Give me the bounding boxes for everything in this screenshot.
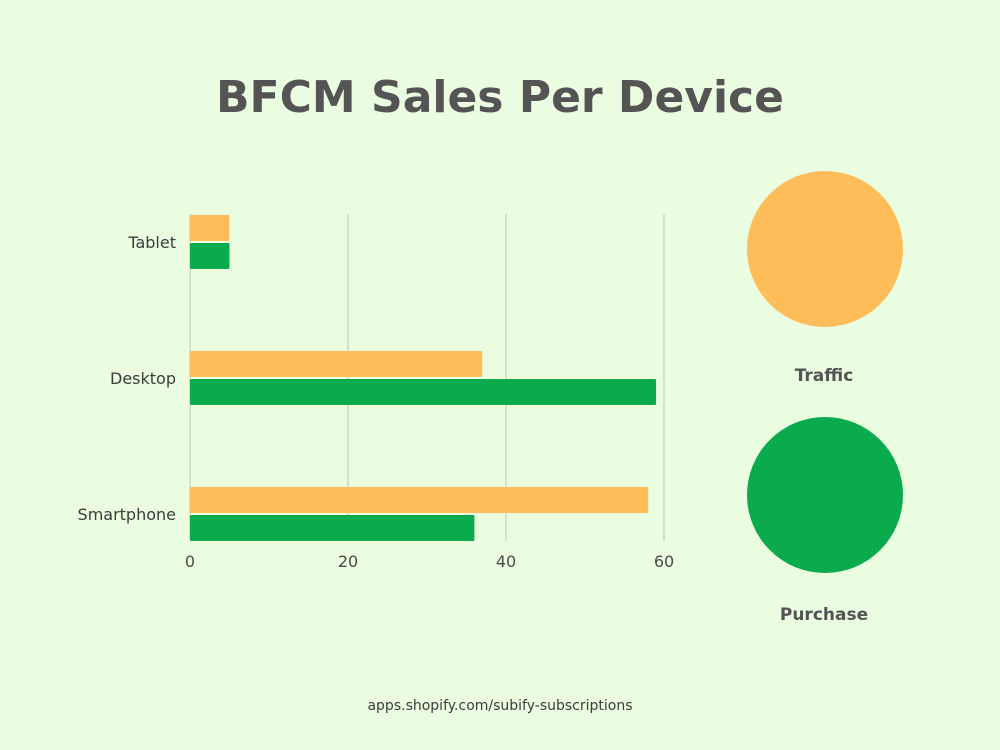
- bar-traffic: [190, 351, 483, 377]
- footer-url: apps.shopify.com/subify-subscriptions: [367, 698, 633, 714]
- bar-traffic: [190, 487, 649, 513]
- category-label: Tablet: [127, 233, 176, 252]
- legend-label-purchase: Purchase: [779, 605, 869, 625]
- legend-label-traffic: Traffic: [794, 366, 854, 386]
- chart-title: BFCM Sales Per Device: [216, 72, 784, 123]
- x-tick-label: 60: [654, 552, 674, 571]
- x-tick-label: 0: [185, 552, 195, 571]
- legend-swatch-traffic: [747, 171, 903, 327]
- category-label: Smartphone: [78, 505, 176, 524]
- category-label: Desktop: [110, 369, 176, 388]
- x-tick-label: 40: [496, 552, 516, 571]
- bar-purchase: [190, 379, 657, 405]
- bar-traffic: [190, 215, 230, 241]
- bar-purchase: [190, 515, 475, 541]
- legend-swatch-purchase: [747, 417, 903, 573]
- bar-purchase: [190, 243, 230, 269]
- x-tick-label: 20: [338, 552, 358, 571]
